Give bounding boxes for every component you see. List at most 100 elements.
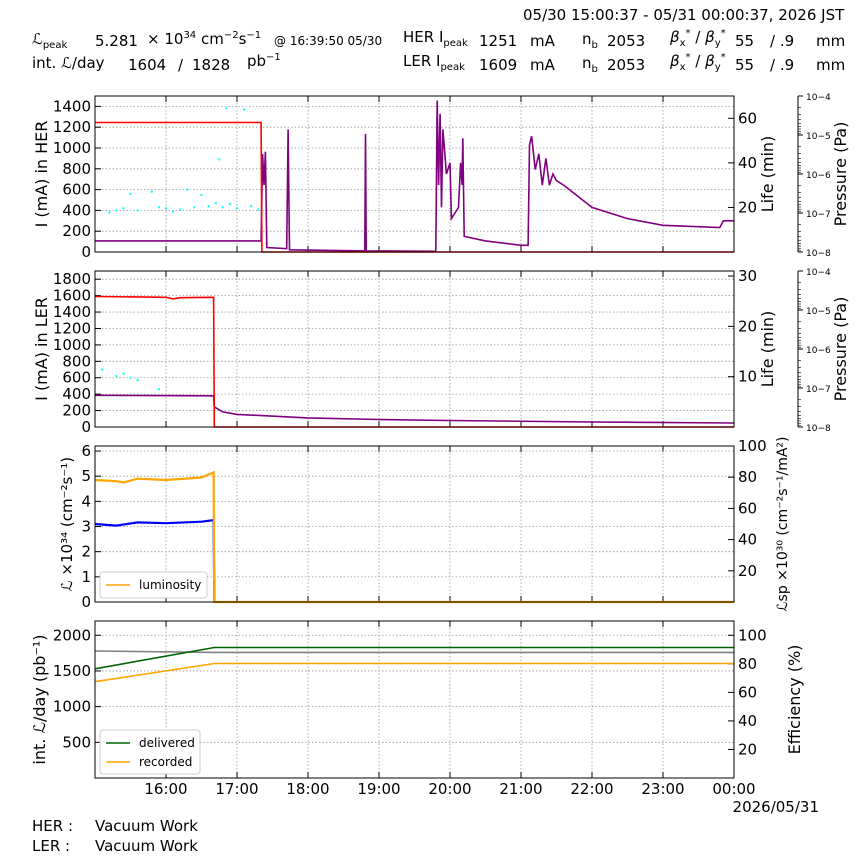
y2-tick-label: 20 <box>738 317 757 335</box>
y-tick-label: 1200 <box>53 118 91 136</box>
y-tick-label: 5 <box>81 467 91 485</box>
x-tick-label: 18:00 <box>286 780 329 798</box>
y-tick-label: 1200 <box>53 319 91 337</box>
y2-tick-label: 10 <box>738 368 757 386</box>
pressure-point <box>129 376 132 379</box>
y-tick-label: 500 <box>62 733 91 751</box>
beta-unit-ler: mm <box>816 56 846 74</box>
pressure-point <box>218 158 221 161</box>
y-tick-label: 2 <box>81 543 91 561</box>
y-tick-label: 1800 <box>53 270 91 288</box>
y2-tick-label: 20 <box>738 562 757 580</box>
y-tick-label: 0 <box>81 418 91 436</box>
y-tick-label: 200 <box>62 222 91 240</box>
pressure-point <box>221 206 224 209</box>
beta-her-x: 55 <box>735 32 755 50</box>
her-ipeak-value: 1251 <box>479 32 518 50</box>
pressure-point <box>136 379 139 382</box>
y-tick-label: 2000 <box>53 626 91 644</box>
pressure-tick-label: 10−6 <box>806 171 831 181</box>
lpeak-time: @ 16:39:50 05/30 <box>274 34 383 48</box>
y2-tick-label: 20 <box>738 740 757 758</box>
pressure-point <box>108 211 111 214</box>
pressure-point <box>179 208 182 211</box>
y-axis-label: int. ℒ/day (pb⁻¹) <box>30 634 49 764</box>
y-tick-label: 600 <box>62 181 91 199</box>
beta-label-her: βx* / βy* <box>670 28 726 49</box>
y2-tick-label: 40 <box>738 154 757 172</box>
y-tick-label: 1 <box>81 568 91 586</box>
pressure-point <box>250 205 253 208</box>
current-line <box>95 121 734 253</box>
pressure-point <box>129 192 132 195</box>
beta-unit-her: mm <box>816 32 846 50</box>
y2-tick-label: 20 <box>738 198 757 216</box>
y2-tick-label: 80 <box>738 655 757 673</box>
pressure-tick-label: 10−8 <box>806 249 831 259</box>
y2-tick-label: 100 <box>738 626 767 644</box>
legend-box <box>99 729 201 775</box>
legend-label-luminosity: luminosity <box>139 578 201 592</box>
y2-tick-label: 60 <box>738 683 757 701</box>
ler-ipeak-unit: mA <box>530 56 555 74</box>
y-tick-label: 400 <box>62 385 91 403</box>
time-range: 05/30 15:00:37 - 05/31 00:00:37, 2026 JS… <box>523 6 845 24</box>
plot-frame <box>94 620 735 779</box>
plot-frame <box>94 445 735 603</box>
lpeak-label: ℒpeak <box>32 30 68 51</box>
y-tick-label: 600 <box>62 369 91 387</box>
pressure-point <box>214 202 217 205</box>
legend-label-recorded: recorded <box>139 755 192 769</box>
pressure-point <box>207 205 210 208</box>
pressure-tick-label: 10−4 <box>806 93 831 103</box>
ler-ipeak-label: LER Ipeak <box>403 52 465 73</box>
nb-label-ler: nb <box>582 54 598 75</box>
pressure-point <box>200 193 203 196</box>
x-date-label: 2026/05/31 <box>733 798 819 816</box>
y-tick-label: 6 <box>81 442 91 460</box>
y2-tick-label: 30 <box>738 267 757 285</box>
pressure-tick-label: 10−7 <box>806 210 831 220</box>
x-tick-label: 19:00 <box>357 780 400 798</box>
pressure-point <box>172 210 175 213</box>
pressure-axis-label: Pressure (Pa) <box>831 297 850 402</box>
pressure-tick-label: 10−6 <box>806 346 831 356</box>
pressure-axis-label: Pressure (Pa) <box>831 122 850 227</box>
recorded-line <box>94 662 734 683</box>
y-tick-label: 4 <box>81 492 91 510</box>
current-line <box>94 295 734 428</box>
pressure-point <box>186 188 189 191</box>
her-ipeak-unit: mA <box>530 32 555 50</box>
y-tick-label: 1400 <box>53 303 91 321</box>
life-line <box>94 394 735 424</box>
luminosity-line <box>94 470 734 604</box>
pressure-tick-label: 10−5 <box>806 307 831 317</box>
ler-ipeak-value: 1609 <box>479 56 518 74</box>
x-tick-label: 00:00 <box>712 780 755 798</box>
pressure-point <box>122 372 125 375</box>
beta-label-ler: βx* / βy* <box>670 52 726 73</box>
y-tick-label: 1400 <box>53 97 91 115</box>
pressure-point <box>165 207 167 210</box>
x-tick-label: 17:00 <box>215 780 258 798</box>
y2-axis-label: Efficiency (%) <box>785 645 804 755</box>
y-tick-label: 0 <box>81 243 91 261</box>
int-lumi-recorded: 1604 <box>128 56 167 74</box>
plot-frame <box>94 95 735 253</box>
y2-axis-label: ℒsp ×10³⁰ (cm⁻²s⁻¹/mA²) <box>775 436 791 611</box>
pressure-point <box>257 208 260 211</box>
y-tick-label: 1000 <box>53 139 91 157</box>
x-tick-label: 22:00 <box>570 780 613 798</box>
int-lumi-sep: / <box>178 56 184 74</box>
y-tick-label: 400 <box>62 201 91 219</box>
her-ipeak-label: HER Ipeak <box>403 28 468 49</box>
y-tick-label: 1000 <box>53 336 91 354</box>
life-line <box>95 100 734 253</box>
y-axis-label: I (mA) in LER <box>32 297 51 401</box>
y2-axis-label: Life (min) <box>758 136 777 213</box>
y-axis-label: ℒ ×10³⁴ (cm⁻²s⁻¹) <box>58 457 76 591</box>
plot-frame <box>94 270 735 428</box>
pressure-point <box>115 375 118 378</box>
y-tick-label: 1600 <box>53 287 91 305</box>
